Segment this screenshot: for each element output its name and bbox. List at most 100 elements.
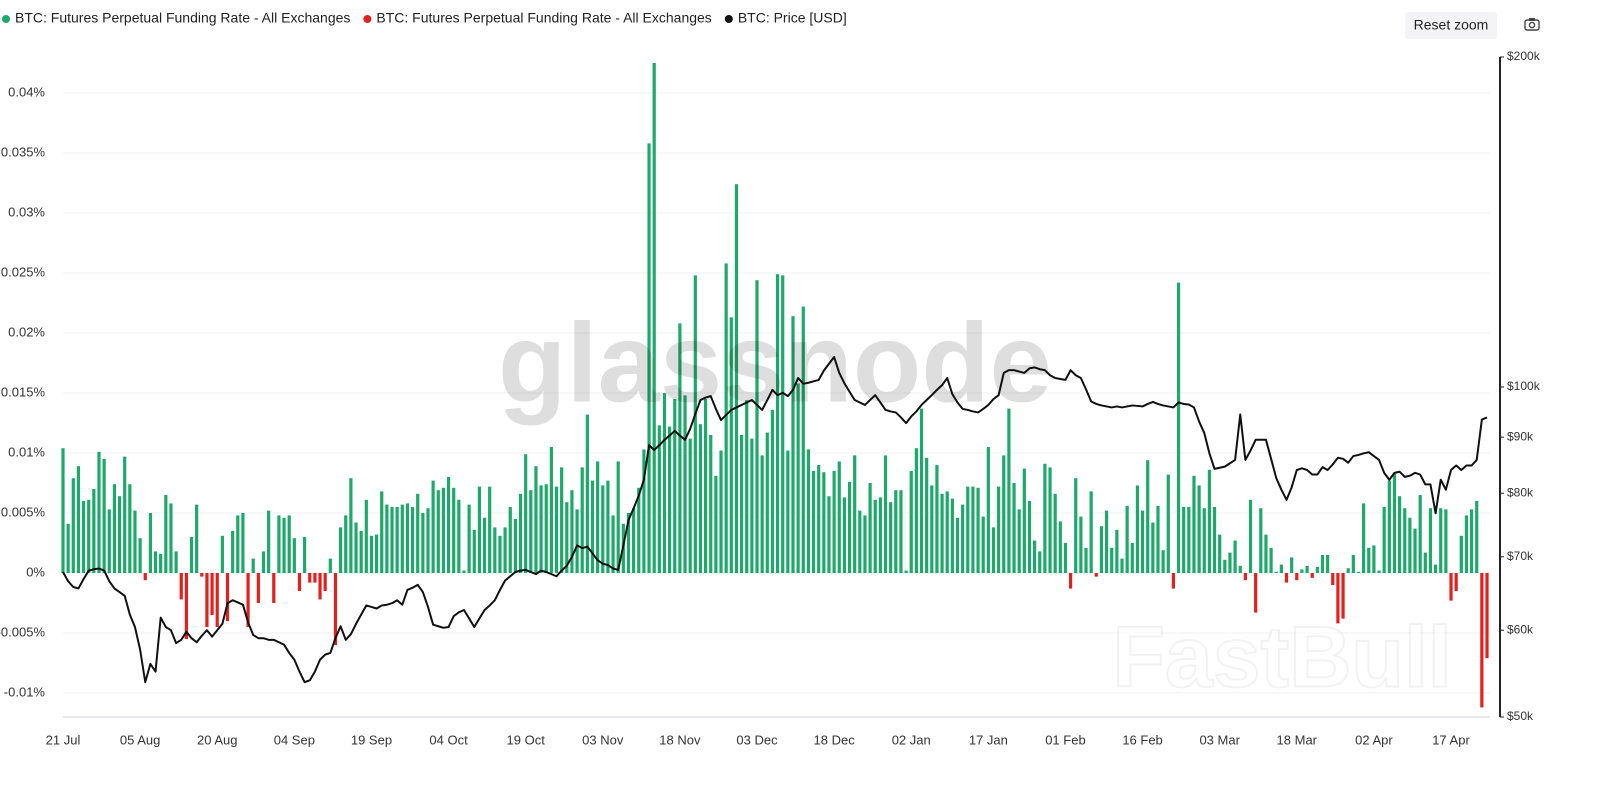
bar	[966, 486, 970, 573]
bar	[508, 507, 512, 573]
bar	[919, 408, 924, 573]
bar	[1351, 555, 1355, 573]
bar	[1017, 509, 1021, 573]
bar	[991, 527, 996, 573]
bar	[282, 517, 286, 573]
bar	[1125, 505, 1129, 573]
bar	[950, 498, 954, 573]
plot-layer	[61, 63, 1490, 708]
bar	[822, 472, 826, 573]
bar	[1043, 463, 1047, 573]
bar	[1207, 469, 1211, 573]
bar	[925, 457, 929, 573]
x-tick-label: 20 Aug	[197, 732, 238, 747]
bar	[143, 573, 147, 581]
bar	[174, 551, 178, 573]
x-tick-label: 01 Feb	[1045, 732, 1085, 747]
button-label[interactable]: Reset zoom	[1414, 17, 1489, 33]
bar	[801, 306, 805, 573]
bar	[611, 515, 615, 573]
bar	[410, 507, 415, 573]
bar	[1243, 573, 1247, 581]
bar	[493, 527, 497, 573]
bar	[1115, 529, 1119, 573]
bar	[590, 480, 595, 573]
y-tick-label: 0.01%	[8, 444, 45, 459]
bar	[662, 393, 667, 573]
bar	[945, 491, 949, 573]
bar	[251, 558, 255, 573]
bar	[642, 449, 646, 573]
price-line	[62, 356, 1488, 684]
icon-lens[interactable]	[1528, 21, 1536, 29]
bar	[1295, 573, 1299, 581]
bar	[513, 519, 517, 573]
button-bg[interactable]	[1405, 12, 1497, 39]
bar	[1274, 571, 1278, 573]
bar	[369, 535, 374, 573]
bar	[1120, 558, 1124, 573]
bar	[601, 485, 605, 573]
bar	[791, 316, 795, 573]
bar	[1182, 507, 1186, 573]
bar	[539, 485, 543, 573]
bar	[606, 480, 610, 573]
bar	[1475, 501, 1479, 573]
x-tick-label: 18 Dec	[814, 732, 856, 747]
legend: BTC: Futures Perpetual Funding Rate - Al…	[2, 10, 847, 26]
bar	[544, 484, 548, 573]
legend-marker	[724, 15, 733, 23]
bar	[1151, 522, 1155, 573]
bar	[688, 438, 692, 573]
bar	[210, 573, 214, 615]
bar	[292, 538, 296, 573]
bar	[1192, 475, 1196, 573]
bar	[755, 280, 759, 573]
bar	[102, 459, 106, 573]
bar	[940, 493, 944, 573]
bar	[1398, 496, 1402, 573]
bar	[878, 497, 882, 573]
bar	[1166, 474, 1170, 573]
bar	[400, 504, 404, 573]
bar	[647, 143, 651, 573]
bar	[724, 263, 728, 573]
bar	[246, 573, 250, 627]
bar	[359, 531, 363, 573]
legend-marker	[2, 15, 10, 23]
bar	[1362, 503, 1366, 573]
bar	[1197, 485, 1201, 573]
bar	[97, 451, 101, 573]
bar	[200, 573, 204, 577]
bar	[421, 513, 425, 573]
bar	[868, 483, 872, 573]
bar	[323, 573, 327, 591]
bar	[297, 573, 302, 591]
bar	[719, 450, 723, 573]
icon-top[interactable]	[1529, 18, 1535, 21]
icon-body[interactable]	[1524, 19, 1540, 31]
bar	[153, 551, 158, 573]
bar	[1248, 499, 1253, 573]
bar	[1058, 521, 1062, 573]
bar	[873, 499, 877, 573]
bar	[1254, 573, 1258, 613]
bar	[1202, 508, 1206, 573]
bar	[1300, 569, 1304, 573]
camera-icon[interactable]	[1524, 18, 1540, 31]
bar	[827, 496, 831, 573]
bar	[760, 455, 764, 573]
bar	[467, 504, 471, 573]
x-tick-label: 17 Apr	[1432, 732, 1470, 747]
bar	[441, 487, 446, 573]
bar	[729, 317, 733, 573]
legend-label: BTC: Futures Perpetual Funding Rate - Al…	[376, 10, 711, 26]
reset-zoom-button[interactable]: Reset zoom	[1405, 12, 1497, 39]
y-tick-label: 0.02%	[8, 324, 45, 339]
bar	[554, 486, 559, 573]
bar	[303, 537, 307, 573]
x-tick-label: 17 Jan	[969, 732, 1008, 747]
bar	[914, 448, 918, 573]
bar	[853, 455, 857, 573]
